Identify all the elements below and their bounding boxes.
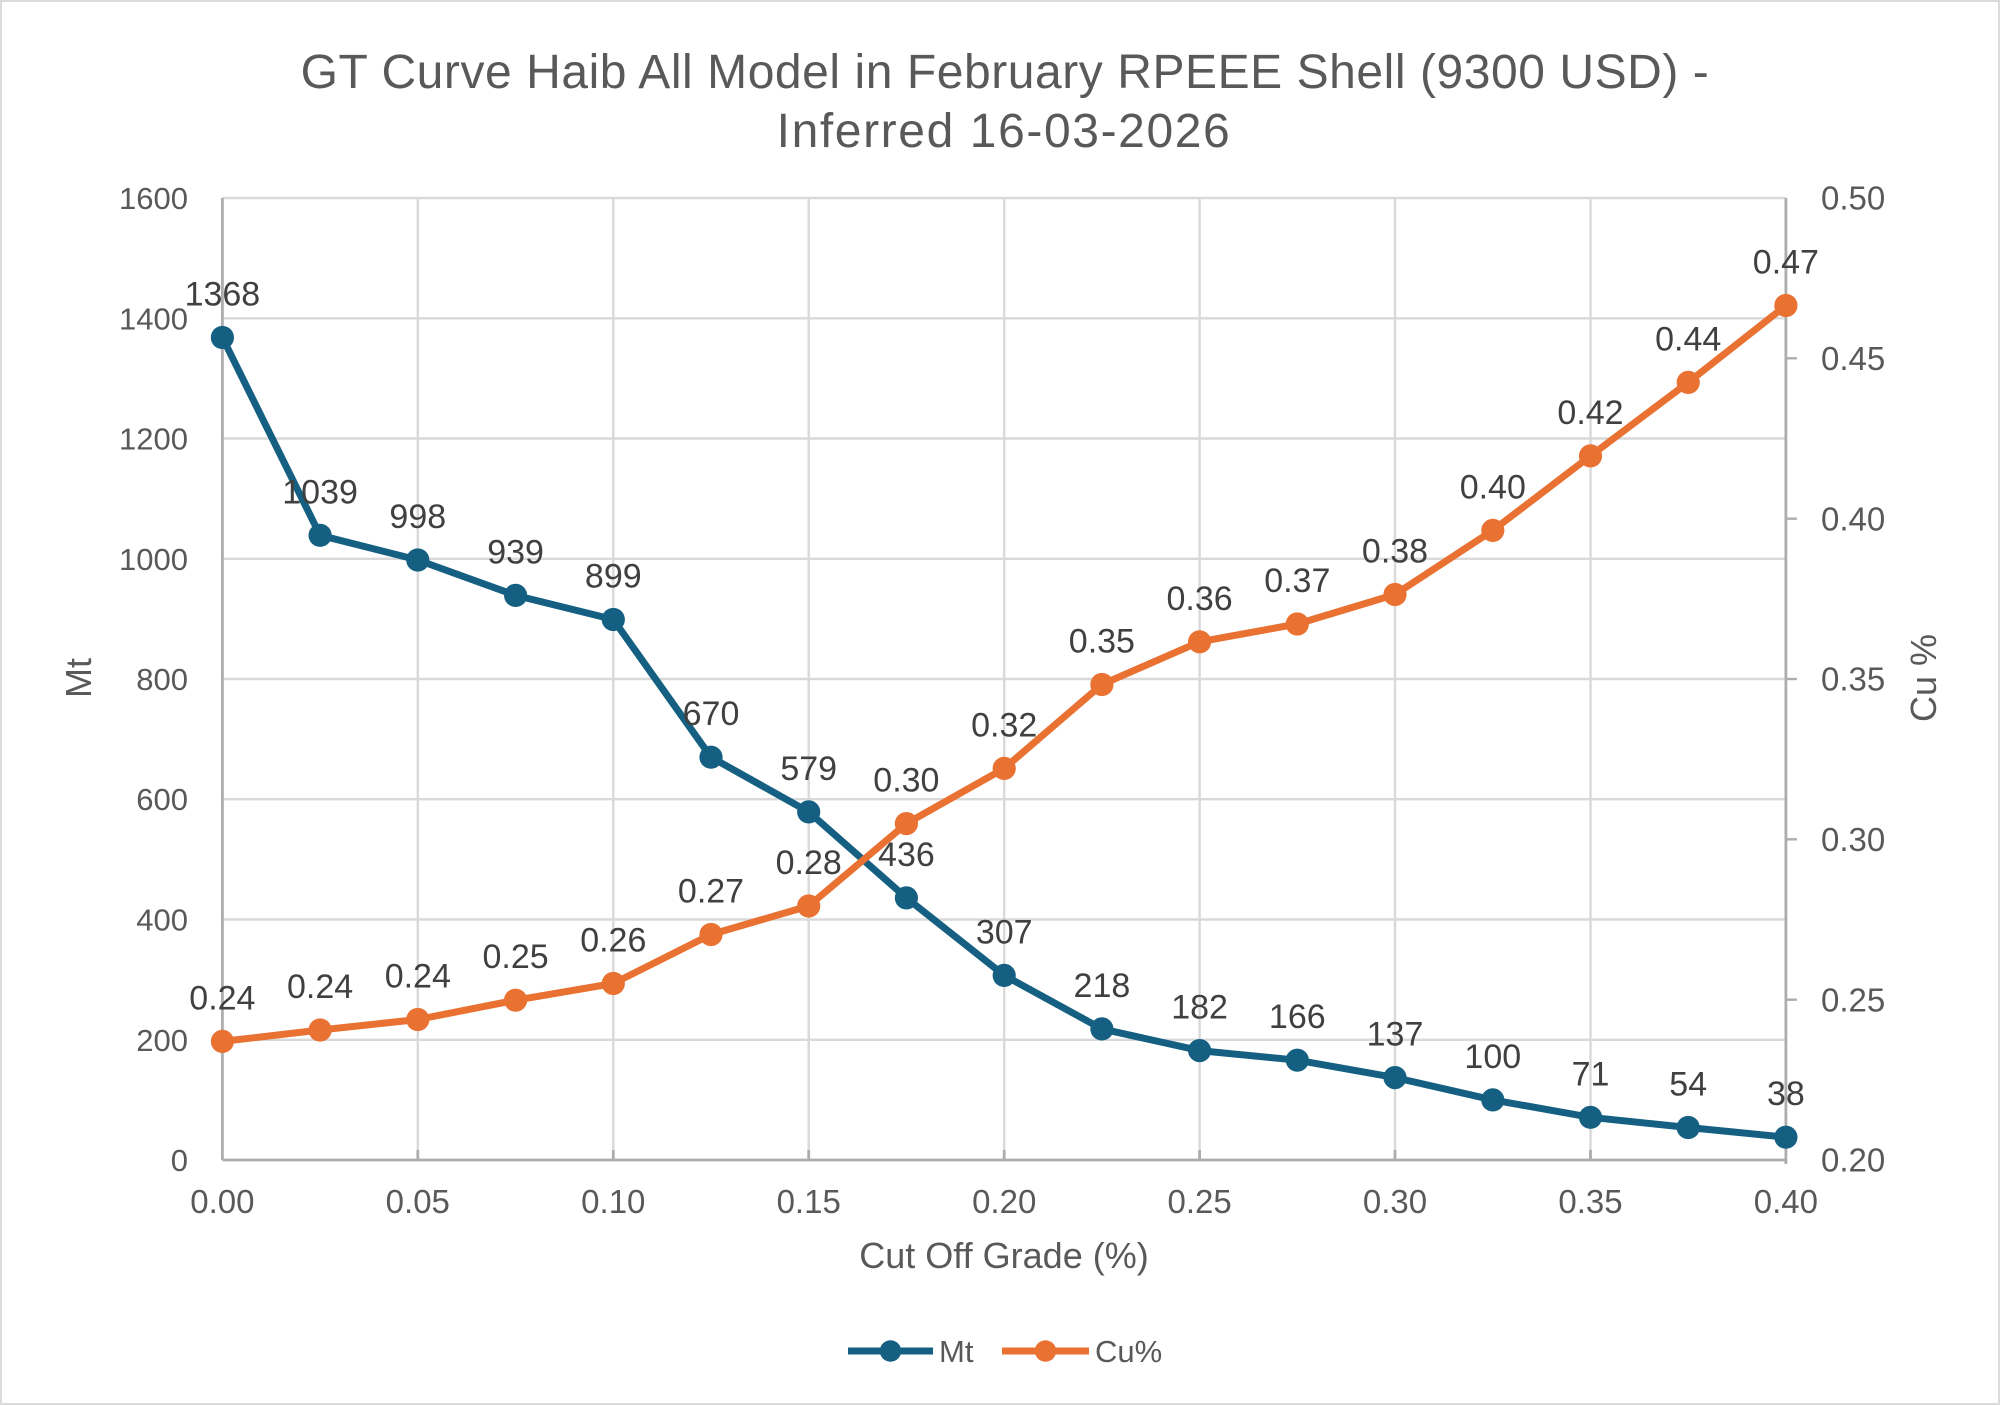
- svg-text:800: 800: [136, 662, 188, 697]
- svg-text:0.30: 0.30: [873, 762, 939, 800]
- svg-text:939: 939: [487, 533, 544, 571]
- svg-text:0.32: 0.32: [971, 706, 1037, 744]
- svg-text:579: 579: [780, 750, 837, 788]
- svg-text:400: 400: [136, 903, 188, 938]
- svg-text:166: 166: [1269, 998, 1326, 1036]
- svg-text:Mt: Mt: [58, 658, 99, 698]
- svg-text:0.27: 0.27: [678, 873, 744, 911]
- svg-text:1000: 1000: [119, 542, 188, 577]
- svg-text:1400: 1400: [119, 301, 188, 336]
- svg-text:0.36: 0.36: [1167, 580, 1233, 618]
- svg-text:0.35: 0.35: [1069, 623, 1135, 661]
- svg-text:38: 38: [1767, 1075, 1805, 1113]
- svg-text:0.42: 0.42: [1557, 394, 1623, 432]
- svg-text:0.30: 0.30: [1363, 1183, 1427, 1220]
- svg-text:1368: 1368: [185, 276, 261, 314]
- svg-text:0.38: 0.38: [1362, 533, 1428, 571]
- svg-text:137: 137: [1367, 1016, 1424, 1054]
- svg-text:1039: 1039: [282, 473, 358, 511]
- svg-text:670: 670: [683, 695, 740, 733]
- svg-text:998: 998: [389, 498, 446, 536]
- svg-text:0.28: 0.28: [776, 844, 842, 882]
- svg-text:Cut Off Grade (%): Cut Off Grade (%): [859, 1235, 1148, 1276]
- svg-text:0.24: 0.24: [287, 968, 353, 1006]
- svg-text:600: 600: [136, 782, 188, 817]
- svg-text:0: 0: [171, 1143, 188, 1178]
- svg-text:0.00: 0.00: [190, 1183, 254, 1220]
- svg-text:54: 54: [1669, 1066, 1707, 1104]
- svg-text:0.20: 0.20: [972, 1183, 1036, 1220]
- svg-text:218: 218: [1074, 967, 1131, 1005]
- svg-text:1600: 1600: [119, 181, 188, 216]
- svg-text:0.35: 0.35: [1821, 661, 1885, 698]
- svg-text:0.30: 0.30: [1821, 821, 1885, 858]
- svg-text:0.50: 0.50: [1821, 180, 1885, 217]
- svg-text:0.47: 0.47: [1753, 244, 1819, 282]
- svg-text:0.25: 0.25: [1821, 981, 1885, 1018]
- svg-text:0.35: 0.35: [1558, 1183, 1622, 1220]
- svg-text:307: 307: [976, 913, 1033, 951]
- svg-text:Cu%: Cu%: [1095, 1334, 1162, 1369]
- svg-text:0.25: 0.25: [1167, 1183, 1231, 1220]
- svg-text:71: 71: [1572, 1055, 1610, 1093]
- svg-text:0.20: 0.20: [1821, 1142, 1885, 1179]
- svg-text:GT Curve Haib All Model in Feb: GT Curve Haib All Model in February RPEE…: [301, 46, 1710, 99]
- svg-text:899: 899: [585, 558, 642, 596]
- svg-text:Inferred 16-03-2026: Inferred 16-03-2026: [777, 105, 1232, 158]
- svg-text:0.05: 0.05: [386, 1183, 450, 1220]
- svg-text:0.45: 0.45: [1821, 340, 1885, 377]
- svg-text:Mt: Mt: [939, 1334, 974, 1369]
- svg-text:0.37: 0.37: [1264, 562, 1330, 600]
- svg-text:0.15: 0.15: [777, 1183, 841, 1220]
- svg-text:0.40: 0.40: [1754, 1183, 1818, 1220]
- svg-text:0.40: 0.40: [1821, 500, 1885, 537]
- svg-text:0.25: 0.25: [483, 938, 549, 976]
- svg-text:182: 182: [1171, 989, 1228, 1027]
- svg-text:1200: 1200: [119, 422, 188, 457]
- svg-text:0.24: 0.24: [189, 979, 255, 1017]
- svg-text:100: 100: [1464, 1038, 1521, 1076]
- svg-text:200: 200: [136, 1023, 188, 1058]
- svg-text:0.44: 0.44: [1655, 320, 1721, 358]
- svg-text:0.24: 0.24: [385, 958, 451, 996]
- svg-text:436: 436: [878, 836, 935, 874]
- svg-text:0.10: 0.10: [581, 1183, 645, 1220]
- svg-text:Cu %: Cu %: [1903, 634, 1944, 722]
- svg-text:0.40: 0.40: [1460, 468, 1526, 506]
- svg-text:0.26: 0.26: [580, 922, 646, 960]
